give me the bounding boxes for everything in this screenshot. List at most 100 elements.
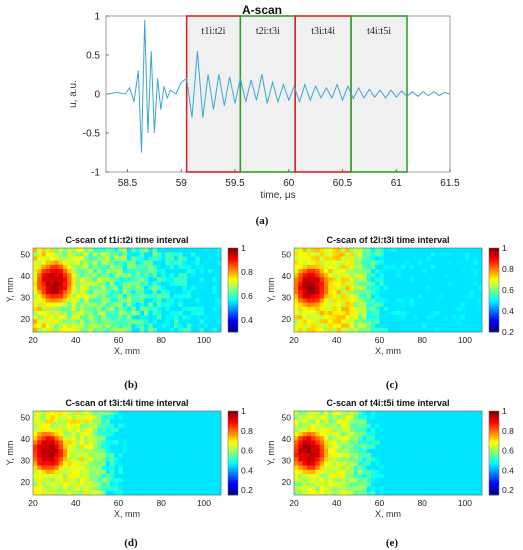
colorbar-tick-label: 0.2	[502, 327, 514, 337]
c-scan-title: C-scan of t2i:t3i time interval	[326, 235, 449, 245]
c-scan-xlabel: X, mm	[375, 509, 401, 519]
c-scan-d: C-scan of t3i:t4i time interval 20 40 60 80 1…	[5, 398, 253, 549]
a-scan-xtick-label: 61	[391, 178, 403, 189]
a-scan-xtick-label: 61.5	[440, 178, 460, 189]
c-scan-ytick-label: 30	[282, 293, 292, 303]
c-scan-xtick-label: 100	[458, 498, 472, 508]
c-scan-xtick-label: 40	[71, 498, 81, 508]
colorbar: 0.2 0.4 0.6 0.8 1	[488, 406, 514, 496]
a-scan-ytick-label: -0.5	[83, 129, 101, 140]
a-scan-xtick-label: 60.5	[333, 178, 353, 189]
colorbar-tick-label: 0.4	[502, 465, 514, 475]
time-window-1	[185, 15, 242, 173]
colorbar-tick-label: 0.2	[241, 485, 253, 495]
colorbar-tick-label: 0.4	[502, 306, 514, 316]
a-scan-ytick-label: -1	[91, 168, 100, 179]
panel-caption: (e)	[386, 537, 399, 549]
a-scan-xtick-label: 59	[176, 178, 188, 189]
a-scan-xtick-label: 59.5	[225, 178, 245, 189]
colorbar-tick-label: 1	[241, 243, 246, 253]
c-scan-b: C-scan of t1i:t2i time interval 20 40 60 80 1…	[5, 235, 253, 391]
c-scan-ylabel: Y, mm	[5, 278, 15, 303]
colorbar-tick-label: 0.4	[241, 315, 253, 325]
panel-caption: (b)	[124, 379, 138, 391]
c-scan-xtick-label: 100	[197, 498, 211, 508]
c-scan-xtick-label: 40	[332, 335, 342, 345]
a-scan-axes: 58.5 59 59.5 60 60.5 61 61.5 -1 -0.5 0 0.5 1	[83, 12, 460, 190]
colorbar-tick-label: 1	[502, 243, 507, 253]
heatmap-cells	[294, 248, 483, 333]
heatmap-frame	[32, 247, 222, 333]
c-scan-ytick-label: 50	[21, 412, 31, 422]
a-scan-xtick-label: 60	[283, 178, 295, 189]
a-scan-waveform	[108, 19, 451, 153]
a-scan-ytick-label: 0	[94, 90, 100, 101]
c-scan-xtick-label: 60	[375, 498, 385, 508]
colorbar-tick-label: 0.8	[502, 426, 514, 436]
c-scan-ytick-label: 50	[21, 249, 31, 259]
heatmap-frame	[32, 410, 222, 496]
a-scan-ytick-label: 1	[94, 12, 100, 23]
panel-caption: (d)	[124, 537, 138, 549]
c-scan-xtick-label: 60	[114, 498, 124, 508]
c-scan-xtick-label: 20	[289, 498, 299, 508]
c-scan-xlabel: X, mm	[375, 346, 401, 356]
time-windows: t1i:t2i t2i:t3i t3i:t4i t4i:t5i	[185, 15, 408, 173]
c-scan-xlabel: X, mm	[114, 346, 140, 356]
colorbar-tick-label: 1	[241, 406, 246, 416]
c-scan-xtick-label: 80	[156, 498, 166, 508]
c-scan-ytick-label: 20	[21, 314, 31, 324]
c-scan-xtick-label: 80	[156, 335, 166, 345]
a-scan-ytick-label: 0.5	[86, 51, 100, 62]
c-scan-title: C-scan of t4i:t5i time interval	[326, 398, 449, 408]
time-window-label-2: t2i:t3i	[256, 26, 280, 37]
c-scan-xtick-label: 20	[28, 498, 38, 508]
colorbar-tick-label: 0.6	[502, 285, 514, 295]
c-scan-xtick-label: 20	[289, 335, 299, 345]
c-scan-xtick-label: 60	[114, 335, 124, 345]
heatmap-cells	[294, 411, 483, 496]
c-scan-ylabel: Y, mm	[5, 441, 15, 466]
a-scan-title: A-scan	[242, 3, 282, 17]
c-scan-ylabel: Y, mm	[266, 441, 276, 466]
c-scan-title: C-scan of t1i:t2i time interval	[65, 235, 188, 245]
c-scan-ytick-label: 30	[21, 456, 31, 466]
colorbar-tick-label: 0.6	[241, 446, 253, 456]
colorbar-tick-label: 0.2	[502, 485, 514, 495]
time-window-label-4: t4i:t5i	[367, 26, 391, 37]
c-scan-ytick-label: 40	[282, 434, 292, 444]
c-scan-ytick-label: 40	[282, 271, 292, 281]
a-scan-ylabel: u, a.u.	[68, 80, 79, 108]
c-scan-xtick-label: 60	[375, 335, 385, 345]
c-scan-xtick-label: 40	[332, 498, 342, 508]
c-scan-xtick-label: 20	[28, 335, 38, 345]
c-scan-ylabel: Y, mm	[266, 278, 276, 303]
time-window-label-1: t1i:t2i	[202, 26, 226, 37]
colorbar-tick-label: 0.8	[502, 264, 514, 274]
colorbar-tick-label: 1	[502, 406, 507, 416]
c-scan-ytick-label: 20	[21, 477, 31, 487]
c-scan-ytick-label: 20	[282, 477, 292, 487]
colorbar-tick-label: 0.8	[241, 426, 253, 436]
colorbar-tick-label: 0.8	[241, 267, 253, 277]
heatmap-cells	[33, 248, 222, 333]
colorbar: 0.2 0.4 0.6 0.8 1	[488, 243, 514, 337]
c-scan-c: C-scan of t2i:t3i time interval 20 40 60 80 1…	[266, 235, 514, 391]
c-scan-ytick-label: 30	[21, 293, 31, 303]
time-window-label-3: t3i:t4i	[311, 26, 335, 37]
caption-a: (a)	[256, 215, 269, 227]
c-scan-ytick-label: 50	[282, 249, 292, 259]
c-scan-xtick-label: 100	[458, 335, 472, 345]
panel-caption: (c)	[386, 379, 399, 391]
c-scan-ytick-label: 50	[282, 412, 292, 422]
a-scan-xlabel: time, μs	[260, 190, 295, 201]
colorbar-tick-label: 0.6	[241, 291, 253, 301]
colorbar: 0.4 0.6 0.8 1	[227, 243, 253, 333]
c-scan-xtick-label: 40	[71, 335, 81, 345]
colorbar: 0.2 0.4 0.6 0.8 1	[227, 406, 253, 496]
c-scan-xtick-label: 80	[417, 498, 427, 508]
colorbar-tick-label: 0.4	[241, 465, 253, 475]
colorbar-tick-label: 0.6	[502, 446, 514, 456]
heatmap-cells	[33, 411, 222, 496]
